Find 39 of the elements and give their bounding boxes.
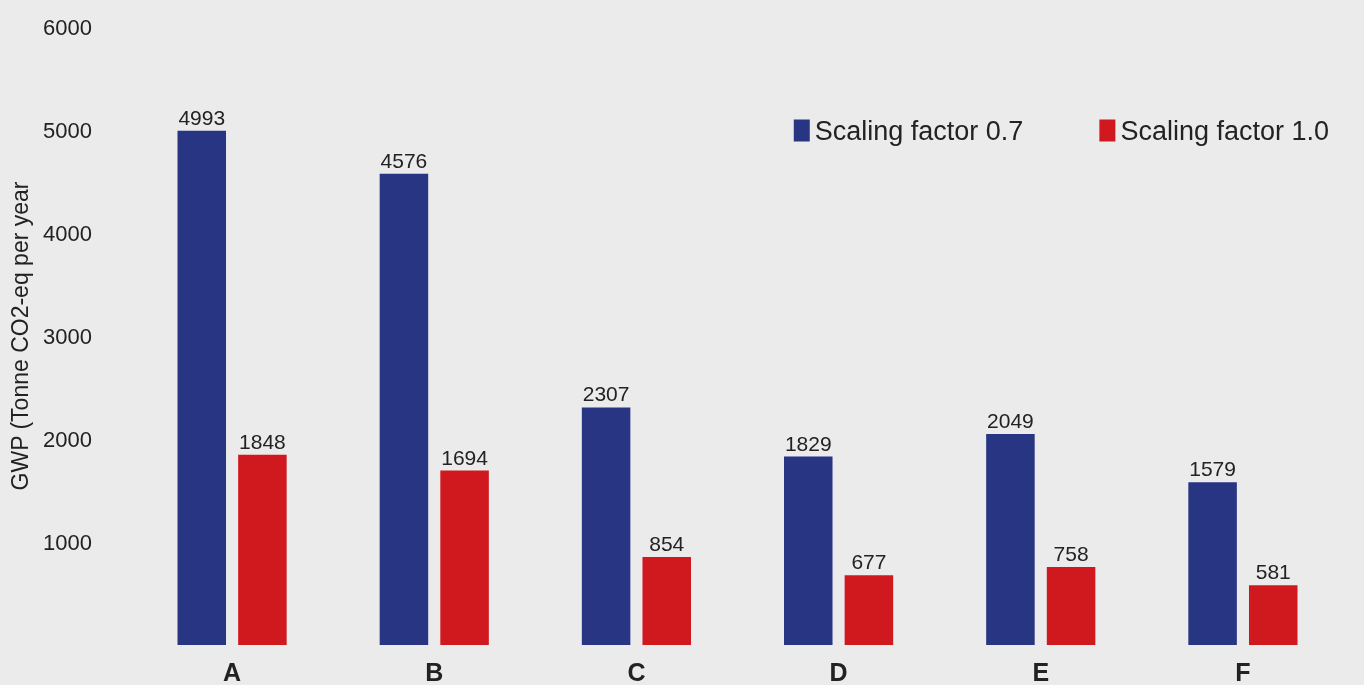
y-tick-label: 3000 — [43, 323, 92, 349]
y-tick-label: 5000 — [43, 117, 92, 143]
y-tick-label: 4000 — [43, 220, 92, 246]
x-tick-label: C — [627, 657, 646, 685]
bar — [1248, 585, 1298, 645]
bar — [1188, 482, 1237, 645]
bar — [844, 575, 894, 645]
data-label: 4993 — [178, 105, 226, 129]
y-tick-label: 1000 — [43, 529, 92, 555]
data-label: 854 — [649, 532, 685, 556]
x-tick-label: E — [1032, 657, 1050, 685]
bar — [784, 456, 833, 645]
x-tick-label: D — [829, 657, 848, 685]
data-label: 677 — [851, 550, 887, 574]
legend-label: Scaling factor 1.0 — [1120, 115, 1330, 146]
legend-label: Scaling factor 0.7 — [814, 115, 1024, 146]
bar — [581, 407, 631, 645]
y-tick-label: 6000 — [43, 14, 92, 40]
y-axis-title: GWP (Tonne CO2-eq per year — [6, 181, 33, 491]
data-label: 758 — [1053, 541, 1089, 565]
bar — [238, 454, 287, 645]
bar — [986, 433, 1035, 645]
bar — [177, 130, 227, 645]
data-label: 4576 — [380, 148, 428, 172]
bar — [1046, 566, 1096, 645]
data-label: 1579 — [1189, 457, 1236, 481]
data-label: 2049 — [987, 408, 1034, 432]
bar — [642, 557, 691, 645]
data-label: 1829 — [784, 431, 832, 455]
x-tick-label: F — [1235, 657, 1251, 685]
x-tick-label: A — [223, 657, 242, 685]
y-tick-label: 2000 — [43, 426, 92, 452]
bar — [379, 173, 429, 645]
bar — [440, 470, 489, 645]
data-label: 1694 — [441, 445, 489, 469]
x-tick-label: B — [425, 657, 444, 685]
data-label: 1848 — [239, 429, 286, 453]
data-label: 2307 — [582, 382, 630, 406]
data-label: 581 — [1255, 560, 1291, 584]
